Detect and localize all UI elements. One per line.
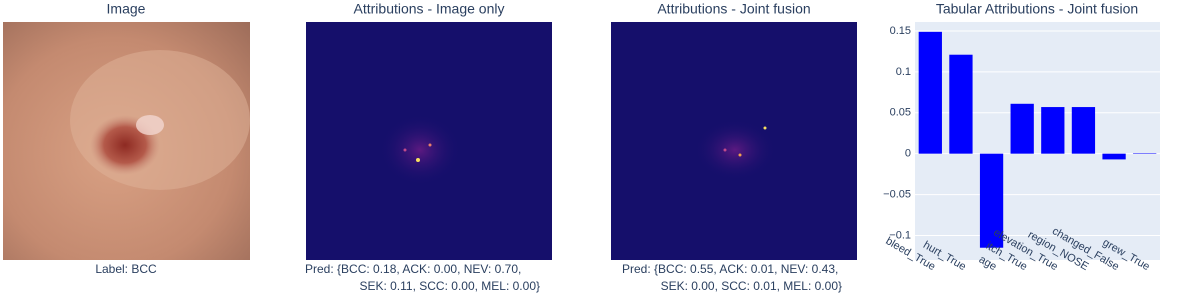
bar bbox=[1010, 103, 1034, 154]
bar bbox=[1102, 153, 1126, 160]
panel-title: Image bbox=[107, 1, 146, 17]
chart-title: Tabular Attributions - Joint fusion bbox=[936, 1, 1138, 17]
bar bbox=[949, 54, 973, 154]
heatmap bbox=[611, 22, 857, 260]
caption: SEK: 0.00, SCC: 0.01, MEL: 0.00} bbox=[661, 279, 842, 293]
y-tick-label: 0.05 bbox=[890, 107, 911, 119]
caption: Label: BCC bbox=[95, 262, 157, 276]
bar bbox=[1133, 153, 1157, 154]
y-tick-label: −0.05 bbox=[883, 188, 911, 200]
caption: Pred: {BCC: 0.55, ACK: 0.01, NEV: 0.43, bbox=[622, 262, 838, 276]
bar bbox=[1071, 107, 1096, 154]
panel-title: Attributions - Joint fusion bbox=[657, 1, 810, 17]
photo bbox=[3, 22, 250, 260]
caption: SEK: 0.11, SCC: 0.00, MEL: 0.00} bbox=[359, 279, 540, 293]
bar bbox=[918, 31, 942, 154]
heatmap bbox=[306, 22, 552, 260]
bar bbox=[1041, 107, 1065, 154]
y-tick-label: 0 bbox=[905, 148, 911, 160]
y-tick-label: 0.15 bbox=[890, 25, 911, 37]
y-tick-label: −0.1 bbox=[889, 229, 911, 241]
bar bbox=[979, 153, 1004, 248]
panel-title: Attributions - Image only bbox=[354, 1, 505, 17]
y-tick-label: 0.1 bbox=[896, 66, 911, 78]
caption: Pred: {BCC: 0.18, ACK: 0.00, NEV: 0.70, bbox=[305, 262, 521, 276]
